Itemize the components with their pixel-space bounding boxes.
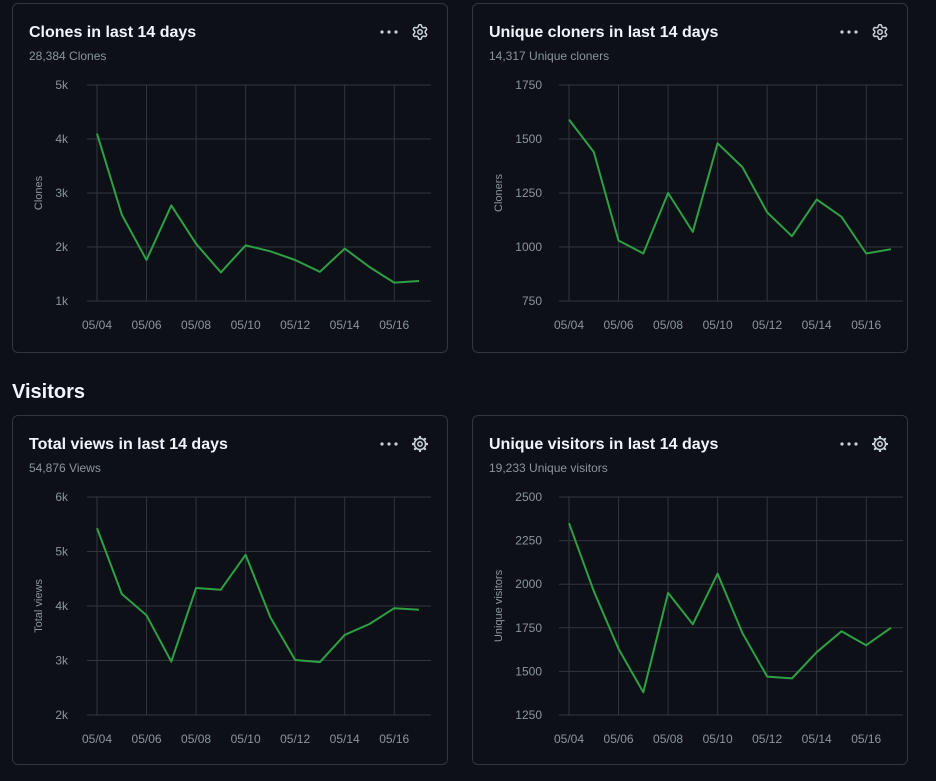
y-axis-label: Total views	[33, 579, 45, 633]
y-tick-label: 4k	[55, 599, 69, 613]
y-tick-label: 2500	[515, 490, 542, 504]
y-tick-label: 1500	[515, 664, 542, 678]
x-tick-label: 05/12	[752, 732, 782, 746]
gear-icon	[872, 24, 888, 40]
kebab-horizontal-icon	[380, 30, 398, 34]
chart-card-clones: Clones in last 14 days 28,384 Clones 1k 2…	[12, 3, 448, 353]
card-subtitle: 28,384 Clones	[29, 49, 107, 63]
settings-button[interactable]	[869, 433, 891, 455]
card-subtitle: 19,233 Unique visitors	[489, 461, 608, 475]
x-tick-label: 05/06	[132, 318, 162, 332]
x-tick-label: 05/14	[802, 732, 832, 746]
clones-line-chart: 1k 2k 3k 4k 5k 05/04 05/06 05/08 05/10 05/12 05/14…	[33, 78, 431, 332]
y-tick-label: 2250	[515, 534, 542, 548]
card-title: Unique cloners in last 14 days	[489, 24, 719, 41]
x-tick-label: 05/06	[132, 732, 162, 746]
gear-icon	[872, 436, 888, 452]
y-tick-label: 750	[522, 294, 542, 308]
visitors-section-heading: Visitors	[12, 381, 85, 403]
x-tick-label: 05/16	[379, 318, 409, 332]
more-options-button[interactable]	[377, 432, 401, 456]
y-tick-label: 1000	[515, 240, 542, 254]
y-tick-label: 1500	[515, 132, 542, 146]
chart-card-unique-visitors: Unique visitors in last 14 days 19,233 U…	[472, 415, 908, 765]
y-tick-label: 5k	[55, 78, 69, 92]
x-tick-label: 05/04	[82, 732, 112, 746]
series-line	[96, 527, 420, 664]
y-tick-label: 2k	[55, 708, 69, 722]
card-subtitle: 14,317 Unique cloners	[489, 49, 610, 63]
kebab-horizontal-icon	[380, 442, 398, 446]
x-tick-label: 05/14	[802, 318, 832, 332]
settings-button[interactable]	[409, 21, 431, 43]
x-tick-label: 05/16	[379, 732, 409, 746]
settings-button[interactable]	[409, 433, 431, 455]
y-tick-label: 1k	[55, 294, 69, 308]
y-axis-label: Clones	[33, 175, 45, 210]
x-tick-label: 05/12	[280, 318, 310, 332]
x-tick-label: 05/12	[752, 318, 782, 332]
x-tick-label: 05/16	[851, 318, 881, 332]
x-tick-label: 05/10	[703, 318, 733, 332]
chart-card-unique-cloners: Unique cloners in last 14 days 14,317 Un…	[472, 3, 908, 353]
y-tick-label: 3k	[55, 186, 69, 200]
card-subtitle: 54,876 Views	[29, 461, 101, 475]
total-views-line-chart: 2k 3k 4k 5k 6k 05/04 05/06 05/08 05/10 05/12 05/14…	[33, 490, 431, 746]
y-tick-label: 3k	[55, 654, 69, 668]
x-tick-label: 05/06	[604, 318, 634, 332]
more-options-button[interactable]	[377, 20, 401, 44]
series-line	[568, 118, 892, 255]
x-tick-label: 05/14	[330, 732, 360, 746]
kebab-horizontal-icon	[840, 442, 858, 446]
y-tick-label: 6k	[55, 490, 69, 504]
kebab-horizontal-icon	[840, 30, 858, 34]
y-axis-label: Unique visitors	[493, 569, 505, 642]
more-options-button[interactable]	[837, 20, 861, 44]
card-title: Clones in last 14 days	[29, 24, 197, 41]
x-tick-label: 05/14	[330, 318, 360, 332]
more-options-button[interactable]	[837, 432, 861, 456]
y-tick-label: 2k	[55, 240, 69, 254]
series-line	[568, 522, 892, 694]
y-tick-label: 4k	[55, 132, 69, 146]
x-tick-label: 05/08	[653, 318, 683, 332]
y-tick-label: 5k	[55, 545, 69, 559]
y-tick-label: 1250	[515, 186, 542, 200]
y-tick-label: 1250	[515, 708, 542, 722]
card-title: Unique visitors in last 14 days	[489, 436, 719, 453]
x-tick-label: 05/10	[231, 318, 261, 332]
unique-visitors-line-chart: 1250 1500 1750 2000 2250 2500 05/04 05/06 05/08 0…	[493, 490, 903, 746]
x-tick-label: 05/12	[280, 732, 310, 746]
x-tick-label: 05/04	[554, 732, 584, 746]
y-tick-label: 2000	[515, 577, 542, 591]
x-tick-label: 05/10	[231, 732, 261, 746]
y-tick-label: 1750	[515, 78, 542, 92]
x-tick-label: 05/08	[181, 732, 211, 746]
x-tick-label: 05/16	[851, 732, 881, 746]
x-tick-label: 05/04	[554, 318, 584, 332]
card-title: Total views in last 14 days	[29, 436, 228, 453]
x-tick-label: 05/08	[181, 318, 211, 332]
gear-icon	[412, 436, 428, 452]
x-tick-label: 05/08	[653, 732, 683, 746]
series-line	[96, 133, 420, 284]
x-tick-label: 05/06	[604, 732, 634, 746]
x-tick-label: 05/10	[703, 732, 733, 746]
y-tick-label: 1750	[515, 621, 542, 635]
gear-icon	[412, 24, 428, 40]
x-tick-label: 05/04	[82, 318, 112, 332]
chart-card-total-views: Total views in last 14 days 54,876 Views…	[12, 415, 448, 765]
settings-button[interactable]	[869, 21, 891, 43]
unique-cloners-line-chart: 750 1000 1250 1500 1750 05/04 05/06 05/08 05/10 0…	[493, 78, 903, 332]
y-axis-label: Cloners	[493, 174, 505, 212]
